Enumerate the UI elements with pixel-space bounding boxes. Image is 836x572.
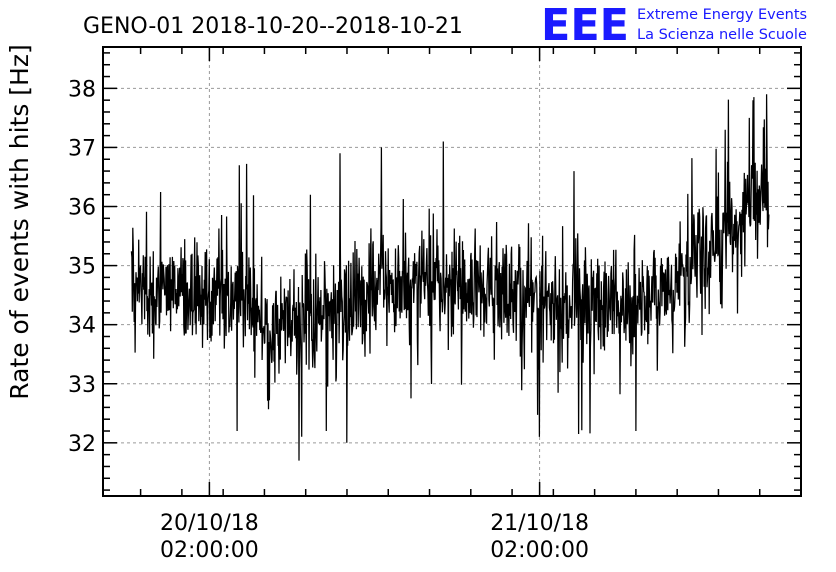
eee-logo: EEE Extreme Energy Events La Scienza nel… [541,0,807,51]
chart-title: GENO-01 2018-10-20--2018-10-21 [83,14,463,39]
y-tick-label: 33 [68,373,96,398]
logo-line-1: Extreme Energy Events [637,7,807,23]
series-line-0 [130,94,770,461]
x-tick-label-time: 02:00:00 [490,538,589,563]
x-tick-label-date: 20/10/18 [160,511,259,536]
y-tick-label: 32 [68,432,96,457]
series-layer [130,94,770,461]
plot-frame [102,46,802,497]
y-axis-label: Rate of events with hits [Hz] [5,44,34,399]
y-tick-label: 37 [68,136,96,161]
y-tick-label: 36 [68,196,96,221]
y-tick-label: 34 [68,314,96,339]
y-tick-labels: 32 33 34 35 36 37 38 [68,77,96,456]
y-tick-label: 38 [68,77,96,102]
logo-line-2: La Scienza nelle Scuole [637,27,807,43]
x-tick-label-date: 21/10/18 [490,511,589,536]
y-tick-label: 35 [68,255,96,280]
x-tick-label-time: 02:00:00 [160,538,259,563]
eee-logo-letters: EEE [541,0,629,51]
